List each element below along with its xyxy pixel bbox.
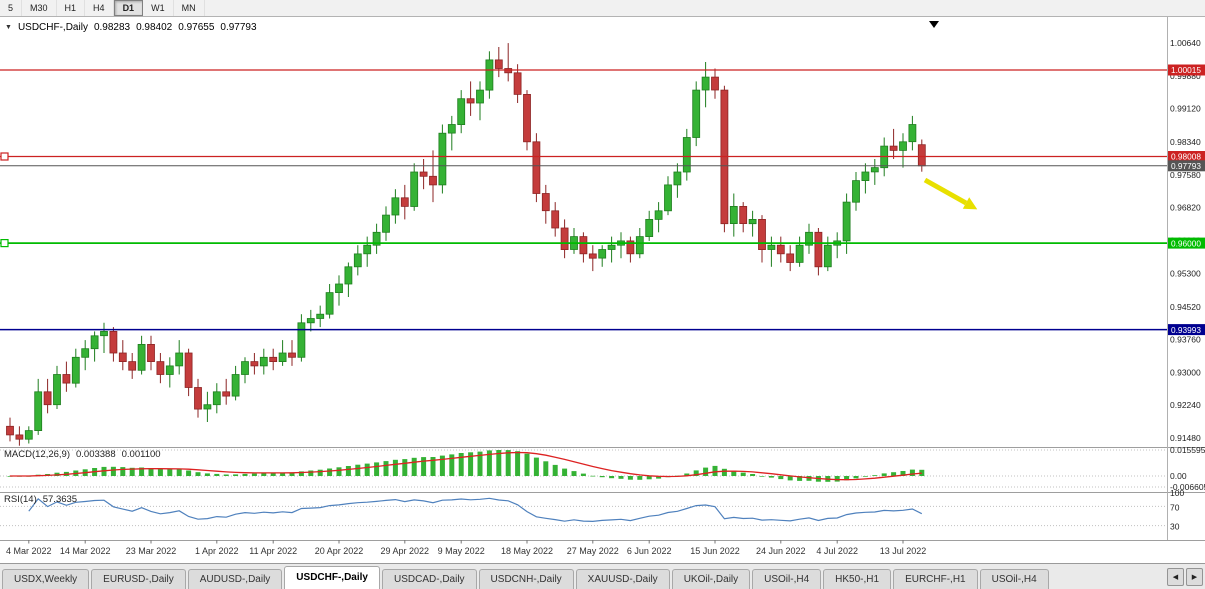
- svg-text:0.96820: 0.96820: [1170, 203, 1201, 213]
- tab-hk50-h1[interactable]: HK50-,H1: [823, 569, 892, 589]
- chart-tabs: USDX,Weekly EURUSD-,Daily AUDUSD-,Daily USD…: [2, 566, 1167, 589]
- price-axis[interactable]: [1168, 17, 1205, 540]
- tab-usdx-weekly[interactable]: USDX,Weekly: [2, 569, 90, 589]
- tabs-scroll-right-button[interactable]: ▶: [1186, 568, 1203, 586]
- ohlc-open: 0.98283: [93, 22, 131, 33]
- svg-text:0.00: 0.00: [1170, 471, 1187, 481]
- candlestick-series: [6, 43, 926, 446]
- timeframe-toolbar: 5 M30 H1 H4 D1 W1 MN: [0, 0, 1205, 17]
- svg-text:20 Apr 2022: 20 Apr 2022: [315, 546, 364, 556]
- svg-text:0.93000: 0.93000: [1170, 367, 1201, 377]
- tab-ukoil-daily[interactable]: UKOil-,Daily: [671, 569, 751, 589]
- svg-text:0.96000: 0.96000: [1171, 238, 1201, 248]
- svg-text:6 Jun 2022: 6 Jun 2022: [627, 546, 672, 556]
- svg-text:0.94520: 0.94520: [1170, 302, 1201, 312]
- tab-audusd-daily[interactable]: AUDUSD-,Daily: [187, 569, 283, 589]
- chart-tab-bar: USDX,Weekly EURUSD-,Daily AUDUSD-,Daily USD…: [0, 563, 1205, 589]
- timeframe-button-m30[interactable]: M30: [22, 0, 57, 16]
- tabs-scroll-left-button[interactable]: ◀: [1167, 568, 1184, 586]
- svg-text:24 Jun 2022: 24 Jun 2022: [756, 546, 806, 556]
- svg-text:0.99120: 0.99120: [1170, 104, 1201, 114]
- svg-text:0.93760: 0.93760: [1170, 335, 1201, 345]
- svg-text:1.00015: 1.00015: [1171, 65, 1201, 75]
- svg-text:0.97793: 0.97793: [1171, 161, 1201, 171]
- svg-text:100: 100: [1170, 488, 1184, 498]
- macd-signal-value: 0.001100: [121, 449, 161, 460]
- svg-text:1.00640: 1.00640: [1170, 38, 1201, 48]
- support-line-0-96000[interactable]: 0.96000: [0, 237, 1205, 249]
- svg-text:70: 70: [1170, 502, 1180, 512]
- price-chart[interactable]: 1.00640 0.99880 0.99120 0.98340 0.97580 0.968…: [0, 17, 1205, 563]
- rsi-value: 57.3635: [42, 494, 78, 505]
- svg-text:4 Mar 2022: 4 Mar 2022: [6, 546, 52, 556]
- svg-text:4 Jul 2022: 4 Jul 2022: [816, 546, 858, 556]
- svg-text:9 May 2022: 9 May 2022: [438, 546, 485, 556]
- svg-text:0.92240: 0.92240: [1170, 400, 1201, 410]
- svg-text:0.93993: 0.93993: [1171, 325, 1201, 335]
- timeframe-button-5[interactable]: 5: [0, 0, 23, 16]
- resistance-line-0-98008[interactable]: 0.98008: [0, 151, 1205, 162]
- tab-usdchf-daily[interactable]: USDCHF-,Daily: [284, 566, 380, 589]
- svg-text:15 Jun 2022: 15 Jun 2022: [690, 546, 740, 556]
- svg-text:-0.006605: -0.006605: [1170, 482, 1205, 492]
- rsi-name: RSI(14): [4, 494, 37, 505]
- svg-text:0.98008: 0.98008: [1171, 152, 1201, 162]
- ohlc-close: 0.97793: [220, 22, 257, 33]
- svg-text:14 Mar 2022: 14 Mar 2022: [60, 546, 111, 556]
- rsi-pane: 100 70 30: [0, 488, 1184, 532]
- svg-text:0.98340: 0.98340: [1170, 137, 1201, 147]
- rsi-indicator-label: RSI(14) 57.3635: [4, 494, 77, 505]
- svg-text:1 Apr 2022: 1 Apr 2022: [195, 546, 239, 556]
- tab-usdcad-daily[interactable]: USDCAD-,Daily: [381, 569, 477, 589]
- svg-text:0.015595: 0.015595: [1170, 445, 1205, 455]
- svg-text:0.97580: 0.97580: [1170, 170, 1201, 180]
- svg-text:11 Apr 2022: 11 Apr 2022: [249, 546, 297, 556]
- tab-usoil-h4[interactable]: USOil-,H4: [752, 569, 822, 589]
- svg-text:0.91480: 0.91480: [1170, 433, 1201, 443]
- support-line-0-93993[interactable]: 0.93993: [0, 324, 1205, 336]
- date-axis-labels: 4 Mar 2022 14 Mar 2022 23 Mar 2022 1 Apr 20…: [6, 540, 926, 556]
- timeframe-button-w1[interactable]: W1: [143, 0, 174, 16]
- tab-eurchf-h1[interactable]: EURCHF-,H1: [893, 569, 978, 589]
- macd-signal-line: [10, 451, 922, 481]
- svg-text:30: 30: [1170, 522, 1180, 532]
- tab-usdcnh-daily[interactable]: USDCNH-,Daily: [478, 569, 574, 589]
- svg-text:0.95300: 0.95300: [1170, 268, 1201, 278]
- svg-text:27 May 2022: 27 May 2022: [567, 546, 619, 556]
- macd-name: MACD(12,26,9): [4, 449, 70, 460]
- chart-symbol-label: USDCHF-,Daily: [17, 22, 88, 33]
- timeframe-button-h1[interactable]: H1: [57, 0, 86, 16]
- ohlc-readout: ▼ USDCHF-,Daily 0.98283 0.98402 0.97655 …: [5, 22, 257, 33]
- tab-nav: ◀ ▶: [1167, 568, 1203, 589]
- svg-text:29 Apr 2022: 29 Apr 2022: [381, 546, 430, 556]
- svg-text:13 Jul 2022: 13 Jul 2022: [880, 546, 927, 556]
- macd-indicator-label: MACD(12,26,9) 0.003388 0.001100: [4, 449, 161, 460]
- ohlc-low: 0.97655: [178, 22, 215, 33]
- bar-marker-icon[interactable]: [929, 21, 939, 28]
- macd-pane: 0.015595 0.00-0.006605: [0, 445, 1205, 492]
- tab-xauusd-daily[interactable]: XAUUSD-,Daily: [575, 569, 670, 589]
- ohlc-high: 0.98402: [136, 22, 173, 33]
- tab-usoil-h4[interactable]: USOil-,H4: [979, 569, 1049, 589]
- rsi-line: [28, 497, 923, 523]
- tab-eurusd-daily[interactable]: EURUSD-,Daily: [91, 569, 186, 589]
- timeframe-button-h4[interactable]: H4: [85, 0, 114, 16]
- macd-main-value: 0.003388: [76, 449, 116, 460]
- resistance-line-1-00015[interactable]: 1.00015: [0, 64, 1205, 76]
- chart-dropdown-icon[interactable]: ▼: [5, 23, 12, 31]
- current-price-line[interactable]: 0.97793: [0, 160, 1205, 172]
- sell-signal-arrow[interactable]: [923, 177, 978, 210]
- svg-text:18 May 2022: 18 May 2022: [501, 546, 553, 556]
- timeframe-button-d1[interactable]: D1: [113, 0, 144, 16]
- svg-text:23 Mar 2022: 23 Mar 2022: [126, 546, 177, 556]
- timeframe-button-mn[interactable]: MN: [174, 0, 205, 16]
- chart-area[interactable]: 1.00640 0.99880 0.99120 0.98340 0.97580 0.968…: [0, 17, 1205, 563]
- svg-text:0.99880: 0.99880: [1170, 71, 1201, 81]
